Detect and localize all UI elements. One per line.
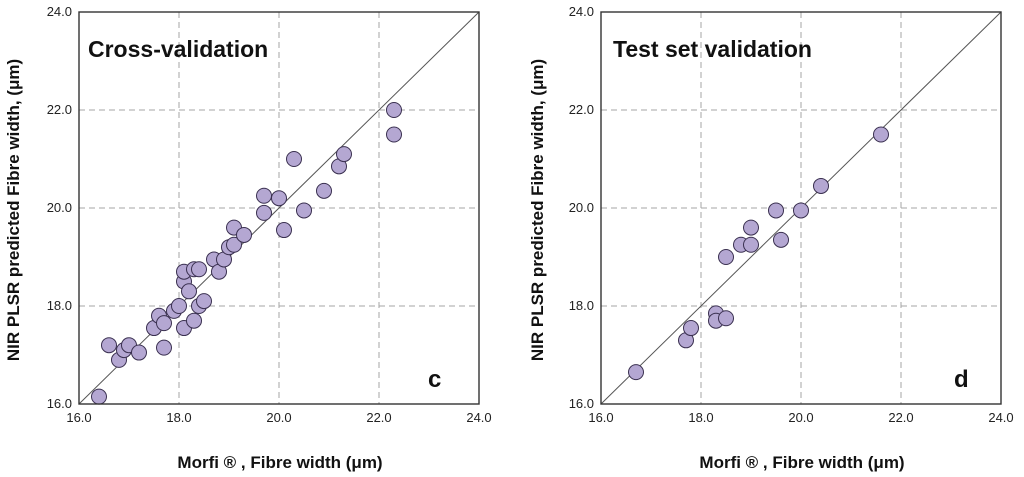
data-point — [256, 204, 272, 221]
panel-cross-validation: 16.0 18.0 20.0 22.0 24.0 16.0 18.0 20.0 22.0 24.… — [4, 4, 492, 472]
data-point — [171, 298, 187, 314]
data-point — [743, 236, 759, 253]
data-point — [181, 283, 197, 300]
identity-line — [78, 11, 480, 405]
panel-letter: d — [954, 366, 969, 393]
data-point — [156, 315, 172, 332]
data-point — [813, 177, 829, 194]
panel-test-set-validation: 16.0 18.0 20.0 22.0 24.0 16.0 18.0 20.0 22.0 24.… — [528, 4, 1014, 472]
x-tick-label: 18.0 — [688, 410, 713, 425]
x-tick-label: 24.0 — [988, 410, 1013, 425]
data-point — [386, 102, 402, 118]
x-tick-label: 16.0 — [588, 410, 613, 425]
data-point — [91, 388, 107, 405]
data-point — [271, 190, 287, 207]
data-point — [196, 293, 212, 310]
data-point — [718, 249, 734, 265]
y-tick-label: 22.0 — [569, 102, 594, 117]
x-tick-label: 16.0 — [66, 410, 91, 425]
data-point — [873, 126, 889, 143]
x-tick-labels: 16.0 18.0 20.0 22.0 24.0 — [588, 410, 1013, 425]
y-axis-title: NIR PLSR predicted Fibre width, (μm) — [4, 59, 23, 361]
data-point — [718, 310, 734, 327]
data-point — [236, 226, 252, 243]
data-point — [191, 261, 207, 278]
scatter-points — [91, 102, 402, 405]
data-point — [226, 236, 242, 253]
x-tick-label: 20.0 — [788, 410, 813, 425]
data-point — [186, 312, 202, 329]
y-tick-labels: 16.0 18.0 20.0 22.0 24.0 — [569, 4, 594, 411]
y-tick-label: 18.0 — [47, 298, 72, 313]
data-point — [316, 182, 332, 199]
plot-frame — [78, 11, 480, 405]
data-point — [131, 344, 147, 361]
x-tick-label: 20.0 — [266, 410, 291, 425]
y-tick-label: 22.0 — [47, 102, 72, 117]
data-point — [773, 231, 789, 248]
y-tick-label: 24.0 — [47, 4, 72, 19]
data-point — [336, 146, 352, 163]
y-axis-title: NIR PLSR predicted Fibre width, (μm) — [528, 59, 547, 361]
y-tick-label: 20.0 — [569, 200, 594, 215]
panel-title: Cross-validation — [88, 36, 268, 62]
data-point — [296, 202, 312, 219]
data-point — [793, 202, 809, 219]
data-point — [156, 339, 172, 356]
data-point — [256, 187, 272, 204]
x-axis-title: Morfi ® , Fibre width (μm) — [699, 453, 904, 472]
data-point — [768, 202, 784, 219]
panel-letter: c — [428, 366, 441, 393]
data-point — [628, 364, 644, 381]
y-tick-label: 20.0 — [47, 200, 72, 215]
x-tick-label: 22.0 — [888, 410, 913, 425]
y-tick-label: 18.0 — [569, 298, 594, 313]
y-tick-label: 24.0 — [569, 4, 594, 19]
x-tick-label: 24.0 — [466, 410, 491, 425]
panel-title: Test set validation — [613, 36, 812, 62]
y-tick-label: 16.0 — [47, 396, 72, 411]
data-point — [101, 337, 117, 354]
data-point — [683, 320, 699, 337]
x-tick-labels: 16.0 18.0 20.0 22.0 24.0 — [66, 410, 491, 425]
data-point — [276, 222, 292, 239]
x-tick-label: 22.0 — [366, 410, 391, 425]
y-tick-label: 16.0 — [569, 396, 594, 411]
data-point — [386, 126, 402, 143]
data-point — [743, 219, 759, 236]
data-point — [286, 151, 302, 167]
y-tick-labels: 16.0 18.0 20.0 22.0 24.0 — [47, 4, 72, 411]
scatter-points — [628, 126, 889, 381]
x-axis-title: Morfi ® , Fibre width (μm) — [177, 453, 382, 472]
plot-frame — [600, 11, 1002, 405]
x-tick-label: 18.0 — [166, 410, 191, 425]
